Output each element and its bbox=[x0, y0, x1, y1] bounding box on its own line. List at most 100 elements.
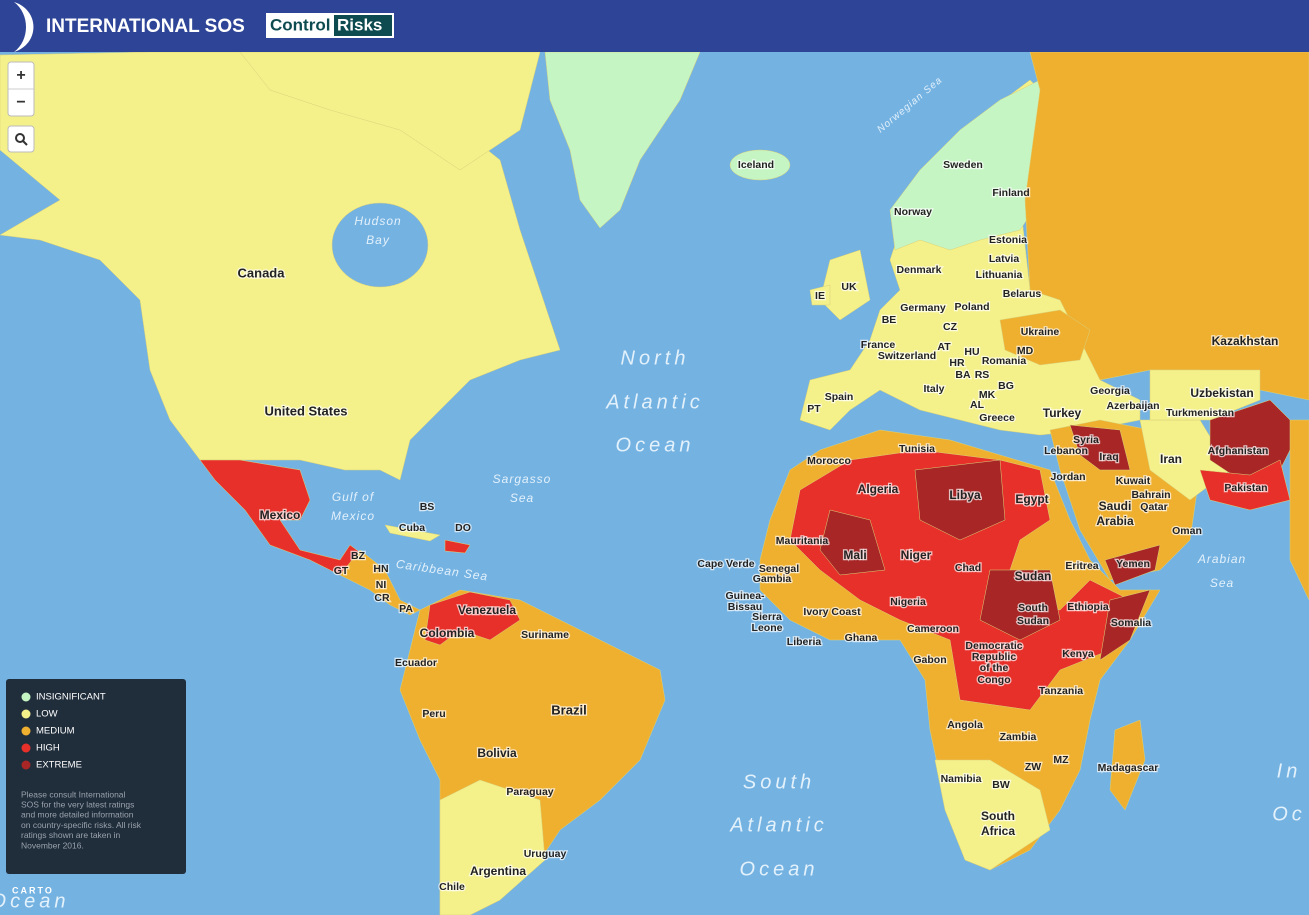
water-label: Sea bbox=[1210, 576, 1234, 590]
country-label: Latvia bbox=[989, 253, 1020, 265]
water-label: Hudson bbox=[354, 214, 401, 228]
country-label: Lebanon bbox=[1044, 445, 1088, 457]
legend-swatch bbox=[21, 709, 31, 719]
country-label: Algeria bbox=[858, 482, 899, 496]
country-label: Finland bbox=[992, 187, 1029, 199]
legend-label: INSIGNIFICANT bbox=[36, 692, 106, 703]
attribution[interactable]: CARTO bbox=[12, 885, 54, 895]
country-label: Egypt bbox=[1015, 492, 1048, 506]
country-label: Namibia bbox=[941, 773, 982, 785]
country-label: Cuba bbox=[399, 522, 425, 534]
country-label: Switzerland bbox=[878, 350, 936, 362]
country-label: Turkey bbox=[1043, 406, 1082, 420]
country-label: Sweden bbox=[943, 159, 983, 171]
country-label: Tanzania bbox=[1039, 685, 1083, 697]
country-label: Kazakhstan bbox=[1212, 334, 1279, 348]
country-label: Paraguay bbox=[506, 786, 553, 798]
country-label: ZW bbox=[1025, 761, 1041, 773]
country-label: Pakistan bbox=[1224, 482, 1267, 494]
water-label: Sargasso bbox=[493, 472, 552, 486]
search-button[interactable] bbox=[7, 125, 35, 153]
country-label: Democratic bbox=[965, 640, 1022, 652]
country-label: Spain bbox=[825, 391, 854, 403]
legend-label: MEDIUM bbox=[36, 726, 75, 737]
country-label: Ghana bbox=[845, 632, 878, 644]
country-label: Turkmenistan bbox=[1166, 407, 1234, 419]
country-label: Oman bbox=[1172, 525, 1202, 537]
country-label: Sudan bbox=[1015, 569, 1052, 583]
legend bbox=[6, 679, 186, 874]
zoom-control: + − bbox=[7, 61, 35, 117]
country-label: France bbox=[861, 339, 896, 351]
header-bar bbox=[0, 0, 1309, 52]
country-label: Belarus bbox=[1003, 288, 1042, 300]
country-label: Nigeria bbox=[890, 596, 926, 608]
country-label: Ivory Coast bbox=[803, 606, 861, 618]
country-label: Uzbekistan bbox=[1190, 386, 1253, 400]
country-label: Mexico bbox=[260, 508, 301, 522]
country-label: Bolivia bbox=[477, 746, 517, 760]
country-label: Bissau bbox=[728, 601, 762, 613]
water-label: Gulf of bbox=[332, 490, 375, 504]
country-label: Afghanistan bbox=[1208, 445, 1269, 457]
legend-label: HIGH bbox=[36, 743, 60, 754]
land bbox=[0, 51, 1309, 915]
country-label: Zambia bbox=[1000, 731, 1037, 743]
country-label: Ukraine bbox=[1021, 326, 1060, 338]
country-label: Saudi bbox=[1099, 499, 1132, 513]
country-label: Georgia bbox=[1090, 385, 1130, 397]
country-label: Eritrea bbox=[1065, 560, 1098, 572]
country-label: South bbox=[1018, 602, 1048, 614]
country-label: Qatar bbox=[1140, 501, 1167, 513]
country-label: Lithuania bbox=[976, 269, 1023, 281]
partner-left: Control bbox=[270, 15, 330, 34]
country-label: Iran bbox=[1160, 452, 1182, 466]
country-label: Morocco bbox=[807, 455, 851, 467]
country-label: CR bbox=[374, 592, 390, 604]
country-label: Argentina bbox=[470, 864, 526, 878]
country-label: MZ bbox=[1053, 754, 1069, 766]
country-label: Niger bbox=[901, 548, 932, 562]
country-label: Kenya bbox=[1062, 648, 1094, 660]
water-label: Ocean bbox=[0, 890, 69, 912]
country-label: South bbox=[981, 809, 1015, 823]
country-label: Senegal bbox=[759, 563, 799, 575]
water-label: In bbox=[1277, 760, 1302, 782]
country-label: Tunisia bbox=[899, 443, 935, 455]
country-label: Syria bbox=[1073, 434, 1099, 446]
country-label: BA bbox=[955, 369, 971, 381]
legend-label: LOW bbox=[36, 709, 58, 720]
country-label: NI bbox=[376, 579, 387, 591]
legend-swatch bbox=[21, 743, 31, 753]
country-label: Sierra bbox=[752, 611, 782, 623]
country-label: AL bbox=[970, 399, 985, 411]
country-label: HU bbox=[964, 346, 979, 358]
zoom-out[interactable]: − bbox=[16, 94, 25, 111]
country-label: BS bbox=[420, 501, 435, 513]
brand: INTERNATIONAL SOS bbox=[46, 16, 245, 37]
country-label: RS bbox=[975, 369, 990, 381]
country-label: Mali bbox=[843, 548, 866, 562]
zoom-in[interactable]: + bbox=[16, 67, 25, 84]
partner-logo-box bbox=[334, 15, 392, 36]
country-label: Estonia bbox=[989, 234, 1027, 246]
country-label: Iceland bbox=[738, 159, 774, 171]
country-label: Romania bbox=[982, 355, 1027, 367]
country-label: CZ bbox=[943, 321, 958, 333]
country-label: PT bbox=[807, 403, 821, 415]
legend-swatch bbox=[21, 726, 31, 736]
water-label: Ocean bbox=[616, 434, 695, 456]
search-box[interactable] bbox=[7, 125, 35, 153]
country-label: Colombia bbox=[420, 626, 475, 640]
water-label: Sea bbox=[510, 491, 534, 505]
country-label: Iraq bbox=[1099, 451, 1118, 463]
country-label: Poland bbox=[954, 301, 989, 313]
country-label: Chile bbox=[439, 881, 465, 893]
country-label: IE bbox=[815, 290, 825, 302]
legend-note: Please consult International bbox=[21, 789, 126, 799]
water-label: Mexico bbox=[331, 509, 375, 523]
legend-note: ratings shown are taken in bbox=[21, 830, 120, 840]
country-label: HN bbox=[373, 563, 388, 575]
search-icon bbox=[15, 133, 25, 143]
country-label: Brazil bbox=[551, 702, 586, 717]
